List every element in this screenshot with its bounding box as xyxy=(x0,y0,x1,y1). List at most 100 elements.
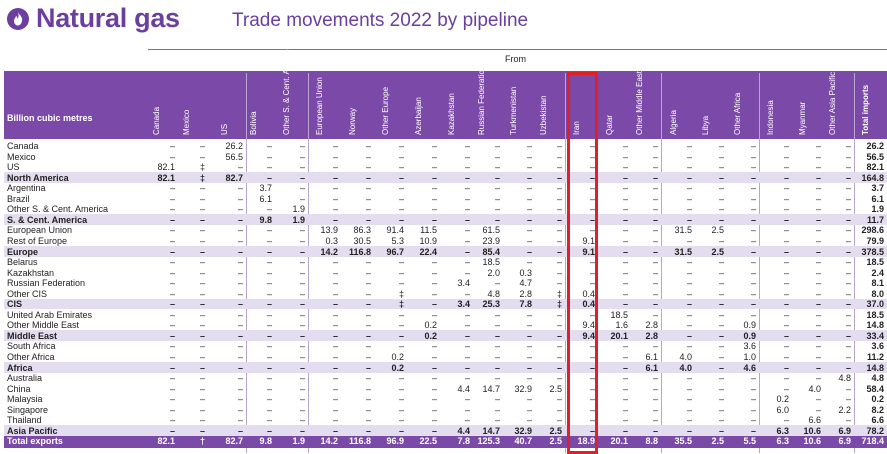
table-cell: – xyxy=(365,320,371,331)
table-cell: – xyxy=(237,288,243,299)
table-cell: – xyxy=(494,162,500,173)
column-separator xyxy=(759,73,760,453)
table-cell: 8.8 xyxy=(645,436,658,447)
table-cell: 82.1 xyxy=(157,162,175,173)
table-cell: – xyxy=(237,415,243,426)
table-cell: – xyxy=(266,162,272,173)
table-cell: – xyxy=(494,341,500,352)
table-cell: – xyxy=(589,141,595,151)
table-cell: 2.5 xyxy=(711,246,724,257)
column-separator xyxy=(565,73,566,453)
table-cell: 0.4 xyxy=(582,288,595,299)
table-cell: – xyxy=(494,362,500,373)
subtotal-band xyxy=(4,246,887,257)
table-cell: – xyxy=(622,352,628,362)
table-cell: – xyxy=(815,235,821,246)
table-cell: 9.4 xyxy=(582,320,595,331)
table-cell: – xyxy=(169,204,175,215)
table-cell: – xyxy=(783,309,789,320)
table-cell: 10.6 xyxy=(803,425,821,436)
table-cell: – xyxy=(237,225,243,236)
table-cell: – xyxy=(718,151,724,162)
table-cell: – xyxy=(169,214,175,225)
table-cell: – xyxy=(845,151,851,162)
table-cell: – xyxy=(365,162,371,173)
table-cell: – xyxy=(464,267,470,278)
table-cell: – xyxy=(556,278,562,289)
table-cell: – xyxy=(652,235,658,246)
table-cell: – xyxy=(398,162,404,173)
table-cell: – xyxy=(526,373,532,384)
table-cell: – xyxy=(589,415,595,426)
table-cell: – xyxy=(199,278,205,289)
table-cell: – xyxy=(332,141,338,151)
table-cell: – xyxy=(783,235,789,246)
table-cell: – xyxy=(266,320,272,331)
table-cell: – xyxy=(815,183,821,194)
table-cell: – xyxy=(332,204,338,215)
table-cell: – xyxy=(237,267,243,278)
table-cell: – xyxy=(266,299,272,310)
table-cell: – xyxy=(464,225,470,236)
column-separator xyxy=(308,73,309,453)
subtotal-band xyxy=(4,172,887,183)
table-cell: – xyxy=(494,394,500,405)
table-cell: – xyxy=(237,204,243,215)
table-cell: 40.7 xyxy=(514,436,532,447)
table-cell: – xyxy=(464,341,470,352)
table-cell: – xyxy=(652,373,658,384)
table-cell: – xyxy=(686,214,692,225)
table-cell: 6.1 xyxy=(871,193,884,204)
row-label-europe: Europe xyxy=(7,246,39,257)
table-cell: – xyxy=(750,394,756,405)
table-cell: – xyxy=(556,267,562,278)
row-label-other-africa: Other Africa xyxy=(7,352,55,362)
table-cell: – xyxy=(431,415,437,426)
row-label-us: US xyxy=(7,162,20,173)
table-cell: – xyxy=(365,214,371,225)
table-cell: – xyxy=(266,204,272,215)
table-cell: – xyxy=(431,214,437,225)
table-cell: – xyxy=(365,141,371,151)
table-cell: – xyxy=(237,341,243,352)
table-cell: – xyxy=(332,267,338,278)
table-cell: – xyxy=(750,373,756,384)
table-cell: – xyxy=(845,214,851,225)
table-cell: – xyxy=(652,193,658,204)
table-cell: – xyxy=(431,162,437,173)
table-cell: 58.4 xyxy=(866,383,884,394)
table-cell: – xyxy=(464,257,470,268)
table-cell: 0.3 xyxy=(519,267,532,278)
table-cell: – xyxy=(783,373,789,384)
table-cell: – xyxy=(199,257,205,268)
table-cell: – xyxy=(686,183,692,194)
table-cell: – xyxy=(750,172,756,183)
table-cell: – xyxy=(815,246,821,257)
table-cell: – xyxy=(237,362,243,373)
table-cell: – xyxy=(783,246,789,257)
table-cell: – xyxy=(622,162,628,173)
table-cell: – xyxy=(589,183,595,194)
table-cell: – xyxy=(815,257,821,268)
table-cell: – xyxy=(750,235,756,246)
table-cell: 2.2 xyxy=(838,404,851,415)
table-cell: – xyxy=(332,404,338,415)
column-header-label: Mexico xyxy=(182,109,191,135)
table-cell: 0.2 xyxy=(424,320,437,331)
table-cell: – xyxy=(237,214,243,225)
table-cell: – xyxy=(169,278,175,289)
table-cell: – xyxy=(365,341,371,352)
table-cell: – xyxy=(556,352,562,362)
table-cell: – xyxy=(622,394,628,405)
table-cell: – xyxy=(686,425,692,436)
table-cell: – xyxy=(526,330,532,341)
table-cell: – xyxy=(652,341,658,352)
table-cell: – xyxy=(199,204,205,215)
table-cell: – xyxy=(686,394,692,405)
table-cell: 18.5 xyxy=(482,257,500,268)
table-cell: – xyxy=(332,425,338,436)
table-cell: 33.4 xyxy=(866,330,884,341)
table-cell: – xyxy=(237,193,243,204)
table-cell: – xyxy=(431,373,437,384)
table-cell: – xyxy=(365,288,371,299)
